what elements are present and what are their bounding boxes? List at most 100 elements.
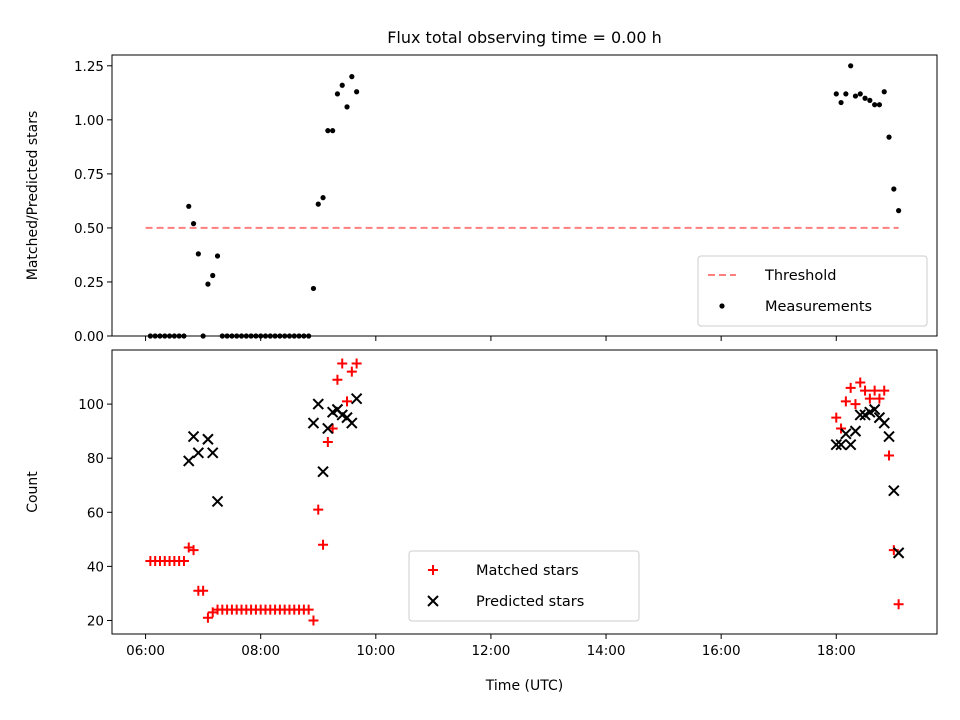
matched-stars-point	[322, 436, 333, 447]
matched-stars-point	[840, 396, 851, 407]
measurements-point	[262, 333, 269, 339]
y-axis-label: Count	[25, 471, 41, 513]
measurements-point	[195, 251, 201, 257]
measurements-point	[186, 203, 192, 209]
measurements-point	[848, 63, 854, 69]
predicted-stars-point	[317, 466, 329, 478]
measurements-point	[339, 82, 345, 88]
predicted-stars-point	[844, 438, 857, 451]
predicted-stars-point	[849, 425, 862, 437]
predicted-stars-point	[878, 417, 890, 429]
measurements-point	[258, 333, 264, 339]
measurements-point	[881, 89, 887, 95]
legend-label: Matched stars	[476, 563, 579, 579]
predicted-stars-point	[854, 409, 866, 421]
measurements-point	[205, 281, 211, 287]
predicted-stars-point	[888, 484, 900, 497]
legend-box	[697, 255, 928, 327]
matched-stars-point	[308, 615, 319, 626]
matched-stars-point	[188, 545, 199, 556]
measurements-point	[325, 128, 331, 134]
y-tick-label: 40	[87, 559, 104, 575]
matched-stars-point	[332, 374, 343, 385]
legend-label: Predicted stars	[476, 594, 584, 610]
measurements-point	[852, 93, 859, 99]
predicted-stars-point	[211, 495, 224, 508]
measurements-point	[238, 333, 245, 339]
measurements-point	[286, 333, 293, 339]
measurements-point	[282, 333, 288, 339]
x-tick-label: 18:00	[817, 643, 856, 659]
top-panel: Flux total observing time = 0.00 h 0.00 0.…	[25, 28, 938, 345]
matched-stars-point	[860, 385, 871, 396]
measurements-point	[253, 333, 259, 339]
predicted-stars-point	[192, 447, 205, 459]
predicted-stars-point	[840, 428, 852, 440]
measurements-point	[272, 333, 278, 339]
measurements-point	[147, 333, 153, 339]
predicted-stars-point	[322, 422, 334, 435]
measurements-point	[200, 333, 206, 339]
measurements-point	[872, 102, 878, 108]
matched-stars-point	[879, 385, 890, 396]
measurements-point	[876, 102, 883, 108]
predicted-stars-point	[346, 417, 358, 429]
measurements-point	[838, 99, 844, 106]
y-tick-label: 0.50	[74, 221, 104, 237]
y-tick-label: 0.25	[74, 275, 104, 291]
measurements-point	[310, 285, 317, 292]
matched-stars-point	[351, 358, 362, 369]
measurements-point	[857, 91, 863, 97]
measurements-point	[354, 89, 360, 95]
predicted-stars-point	[307, 417, 320, 429]
measurements-point	[330, 128, 336, 134]
matched-stars-point	[874, 393, 885, 404]
matched-stars-point	[313, 504, 324, 515]
measurements-point	[190, 221, 197, 227]
legend-measurements-swatch	[719, 303, 725, 309]
y-tick-label: 1.25	[74, 59, 104, 75]
predicted-stars-point	[187, 430, 200, 443]
matched-stars-point	[318, 539, 329, 550]
measurements-point	[891, 186, 897, 192]
measurements-point	[157, 333, 163, 339]
predicted-stars-point	[883, 430, 895, 443]
measurements-point	[267, 333, 273, 339]
measurements-point	[315, 201, 321, 207]
matched-stars-point	[845, 382, 856, 393]
matched-stars-point	[855, 377, 866, 388]
measurements-point	[862, 95, 868, 101]
matched-stars-point	[337, 358, 348, 369]
measurements-point	[867, 97, 873, 103]
measurements-point	[162, 333, 168, 339]
matched-stars-point	[342, 396, 353, 407]
measurements-point	[349, 74, 355, 80]
matched-stars-point	[869, 385, 880, 396]
matched-stars-point	[346, 366, 357, 377]
measurements-point	[152, 333, 158, 339]
measurements-point	[229, 333, 235, 339]
legend: Matched stars Predicted stars	[408, 550, 640, 622]
measurements-point	[334, 91, 341, 97]
matched-stars-point	[202, 612, 213, 623]
matched-stars-point	[198, 585, 209, 596]
y-tick-label: 80	[87, 451, 104, 467]
axes-frame	[111, 54, 938, 337]
predicted-stars-point	[830, 438, 842, 451]
measurements-point	[833, 91, 839, 97]
legend-predicted-stars-swatch	[427, 595, 439, 607]
predicted-stars-point	[350, 392, 363, 405]
measurements-point	[243, 333, 249, 339]
predicted-stars-point	[312, 398, 324, 410]
measurements-point	[296, 333, 302, 339]
bottom-panel: 20 40 60 80 100 06:00 08:00 10:00 12:00 14:00 16:0…	[25, 349, 938, 694]
x-tick-label: 16:00	[702, 643, 741, 659]
predicted-stars-point	[207, 447, 219, 459]
x-tick-label: 14:00	[587, 643, 626, 659]
measurements-point	[248, 333, 254, 339]
measurements-point	[320, 195, 326, 201]
legend-matched-stars-swatch	[428, 565, 438, 575]
predicted-stars-point	[202, 433, 214, 445]
x-axis-label: Time (UTC)	[485, 678, 563, 694]
